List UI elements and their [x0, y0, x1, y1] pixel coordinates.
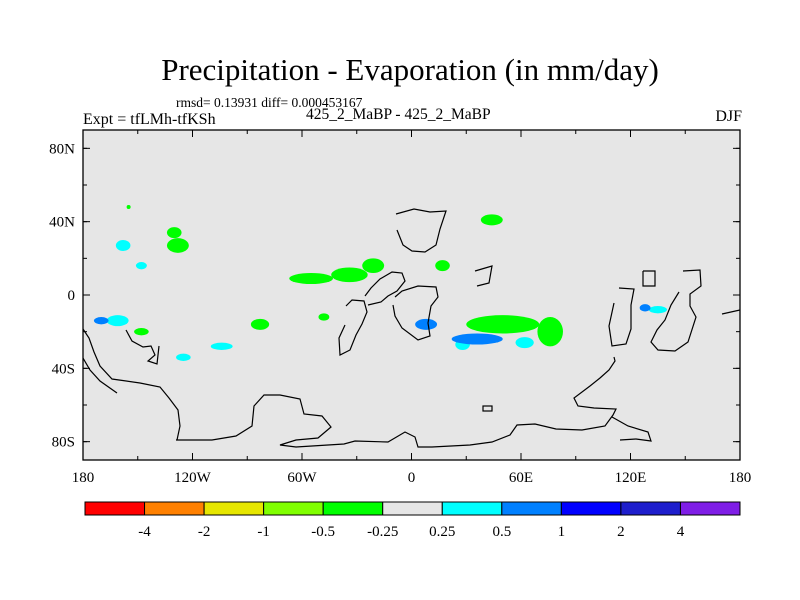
experiment-label: Expt = tfLMh-tfKSh	[83, 111, 216, 128]
colorbar-swatch	[382, 501, 443, 516]
colorbar-label: 0.5	[492, 524, 511, 540]
field-patch	[106, 315, 129, 327]
plot-background	[83, 130, 740, 460]
field-patch	[176, 353, 191, 362]
field-patch	[435, 260, 450, 272]
colorbar-label: 0.25	[429, 524, 455, 540]
cases-label: 425_2_MaBP - 425_2_MaBP	[306, 106, 491, 123]
field-patch	[648, 306, 667, 314]
field-patch	[515, 337, 534, 349]
colorbar: -4 -2 -1 -0.5 -0.25 0.25 0.5 1 2 4	[84, 501, 741, 540]
colorbar-label: -2	[198, 524, 211, 540]
field-patch	[93, 317, 109, 325]
x-tick-label: 180	[729, 470, 752, 486]
colorbar-swatch	[144, 501, 205, 516]
colorbar-swatch	[441, 501, 503, 516]
season-label: DJF	[715, 108, 742, 125]
colorbar-swatch	[263, 501, 324, 516]
field-patch	[466, 315, 540, 334]
chart-title: Precipitation - Evaporation (in mm/day)	[161, 52, 659, 87]
field-patch	[451, 333, 503, 345]
field-patch	[126, 205, 131, 209]
colorbar-label: -1	[257, 524, 270, 540]
field-patch	[639, 304, 651, 312]
y-tick-label: 40N	[49, 215, 75, 231]
colorbar-label: 2	[617, 524, 625, 540]
field-patch	[166, 227, 182, 239]
colorbar-label: -0.25	[367, 524, 398, 540]
field-patches	[93, 205, 667, 362]
field-patch	[362, 258, 385, 273]
colorbar-swatch	[203, 501, 265, 516]
x-tick-label: 120E	[615, 470, 647, 486]
colorbar-label: 4	[677, 524, 685, 540]
field-patch	[318, 313, 330, 321]
x-tick-label: 60W	[287, 470, 317, 486]
x-tick-label: 180	[72, 470, 95, 486]
stats-line: rmsd= 0.13931 diff= 0.000453167	[176, 95, 363, 110]
field-patch	[134, 328, 149, 336]
colorbar-swatch	[84, 501, 146, 516]
colorbar-swatch	[620, 501, 681, 516]
field-patch	[115, 240, 131, 251]
colorbar-label: -4	[138, 524, 151, 540]
field-patch	[289, 273, 334, 284]
y-tick-label: 80S	[52, 435, 75, 451]
y-tick-label: 40S	[52, 361, 75, 377]
x-tick-label: 120W	[174, 470, 212, 486]
colorbar-swatch	[560, 501, 622, 516]
colorbar-label: -0.5	[311, 524, 335, 540]
axes: 180 120W 60W 0 60E 120E 180 80N 40N 0 40S 80S	[49, 130, 751, 486]
field-patch	[135, 262, 147, 270]
x-tick-label: 0	[408, 470, 416, 486]
colorbar-label: 1	[558, 524, 566, 540]
field-patch	[166, 238, 189, 253]
y-tick-label: 0	[68, 288, 76, 304]
colorbar-swatch	[501, 501, 562, 516]
field-patch	[331, 267, 368, 283]
field-patch	[537, 317, 563, 347]
x-tick-label: 60E	[509, 470, 533, 486]
colorbar-swatch	[322, 501, 384, 516]
continent-outlines	[83, 208, 740, 448]
field-patch	[480, 214, 503, 226]
colorbar-swatch	[679, 501, 741, 516]
y-tick-label: 80N	[49, 141, 75, 157]
field-patch	[210, 342, 233, 351]
field-patch	[415, 318, 438, 330]
field-patch	[250, 318, 270, 330]
